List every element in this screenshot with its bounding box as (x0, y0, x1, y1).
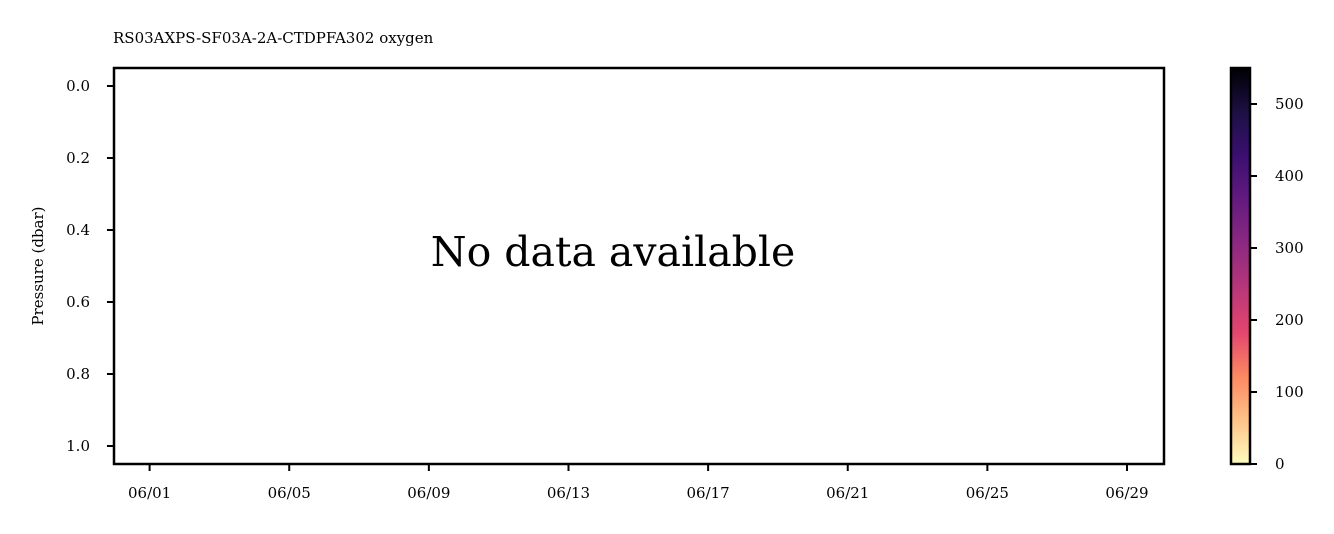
colorbar-tick-label: 300 (1275, 239, 1304, 257)
y-tick-label: 0.4 (66, 221, 90, 239)
x-tick-label: 06/25 (966, 484, 1009, 502)
plot-area (112, 66, 1166, 466)
x-tick-label: 06/13 (547, 484, 590, 502)
colorbar-tick-label: 100 (1275, 383, 1304, 401)
y-axis-label: Pressure (dbar) (29, 206, 47, 325)
x-tick-label: 06/17 (686, 484, 729, 502)
y-tick-label: 0.6 (66, 293, 90, 311)
x-tick-label: 06/01 (128, 484, 171, 502)
y-tick-label: 0.2 (66, 149, 90, 167)
y-tick-label: 0.8 (66, 365, 90, 383)
no-data-message: No data available (431, 228, 796, 276)
x-axis-ticks: 06/01 06/05 06/09 06/13 06/17 06/21 06/25 06/29 (128, 464, 1149, 502)
colorbar-tick-label: 400 (1275, 167, 1304, 185)
x-tick-label: 06/09 (407, 484, 450, 502)
colorbar-ticks: 0 100 200 300 400 500 (1250, 95, 1304, 473)
y-tick-label: 1.0 (66, 437, 90, 455)
y-axis-ticks: 0.0 0.2 0.4 0.6 0.8 1.0 (66, 77, 114, 455)
colorbar-tick-label: 200 (1275, 311, 1304, 329)
chart-title: RS03AXPS-SF03A-2A-CTDPFA302 oxygen (113, 29, 434, 47)
x-tick-label: 06/05 (268, 484, 311, 502)
y-tick-label: 0.0 (66, 77, 90, 95)
colorbar (1229, 66, 1252, 466)
colorbar-tick-label: 0 (1275, 455, 1285, 473)
x-tick-label: 06/29 (1105, 484, 1148, 502)
x-tick-label: 06/21 (826, 484, 869, 502)
colorbar-tick-label: 500 (1275, 95, 1304, 113)
